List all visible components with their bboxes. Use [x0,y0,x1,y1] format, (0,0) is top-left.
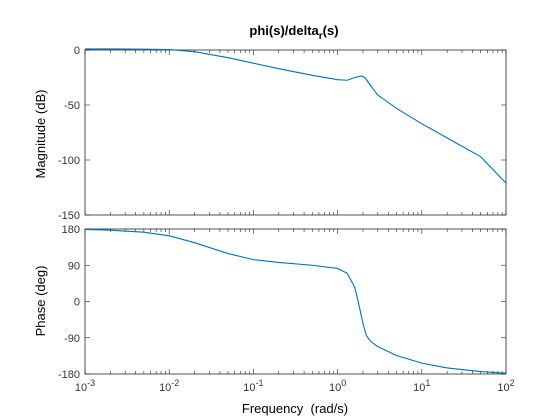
chart-title-suffix: (s) [323,23,339,38]
phase-axes-box [84,228,507,375]
xtick-label-base: 10 [75,382,87,394]
magnitude-ytick-label: 0 [74,45,80,57]
phase-xtick-label: 10-2 [159,378,179,394]
xtick-label-exponent: -2 [171,378,179,388]
magnitude-series-line [85,48,507,184]
phase-series-line [84,228,507,374]
phase-ytick-label: -90 [64,333,80,345]
chart-title-subscript: r [319,31,323,42]
phase-ytick-label: 180 [62,224,80,236]
phase-ylabel: Phase (deg) [33,266,48,337]
phase-xtick-label: 101 [413,378,430,394]
phase-ytick-label: 0 [74,297,80,309]
chart-title-main: phi(s)/delta [249,23,319,38]
magnitude-ytick-label: -100 [58,155,80,167]
magnitude-ytick-label: -50 [64,100,80,112]
xtick-label-base: 10 [243,382,255,394]
xtick-label-base: 10 [413,382,425,394]
chart-title: phi(s)/deltar(s) [249,23,338,42]
magnitude-axes-box [84,49,507,216]
xtick-label-exponent: -3 [87,378,95,388]
phase-xtick-label: 100 [329,378,346,394]
xtick-label-base: 10 [497,382,509,394]
magnitude-ylabel: Magnitude (dB) [33,90,48,179]
phase-xtick-label: 10-3 [75,378,95,394]
phase-xtick-label: 102 [497,378,514,394]
phase-xlabel: Frequency (rad/s) [242,401,348,416]
xtick-label-exponent: 2 [510,378,515,388]
xtick-label-base: 10 [329,382,341,394]
phase-ytick-label: -180 [58,369,80,381]
phase-xtick-label: 10-1 [243,378,263,394]
magnitude-axes: 0 -50 -100 -150 [58,45,507,222]
xtick-label-exponent: 0 [341,378,346,388]
xtick-label-exponent: 1 [425,378,430,388]
magnitude-ytick-label: -150 [58,210,80,222]
xtick-label-base: 10 [159,382,171,394]
phase-ytick-label: 90 [68,260,80,272]
xtick-label-exponent: -1 [256,378,264,388]
